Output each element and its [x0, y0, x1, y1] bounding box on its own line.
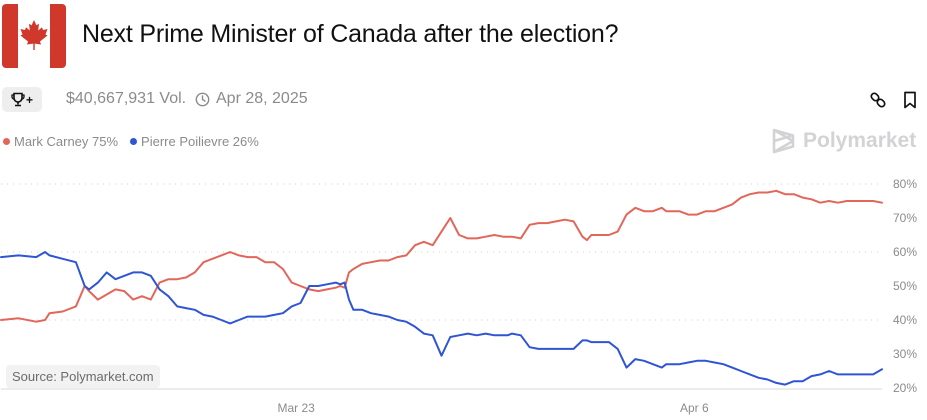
trophy-icon	[11, 92, 25, 107]
end-date-label: Apr 28, 2025	[216, 90, 308, 107]
legend-item-carney: Mark Carney 75%	[3, 134, 118, 149]
polymarket-brand: Polymarket	[772, 128, 916, 154]
flag-right-bar	[50, 4, 66, 68]
legend-dot-poilievre	[130, 138, 138, 145]
source-label: Source: Polymarket.com	[6, 365, 160, 388]
copy-link-button[interactable]	[867, 89, 889, 111]
bookmark-icon	[904, 91, 916, 109]
clock-icon	[195, 92, 210, 106]
bookmark-button[interactable]	[899, 89, 921, 111]
line-chart: 20% 30% 40% 50% 60% 70% 80% Mar 23 Apr 6	[0, 177, 917, 415]
legend-dot-carney	[3, 138, 10, 145]
series-lines	[0, 189, 883, 386]
series-line-pierre-poilievre	[0, 251, 883, 386]
gridlines	[1, 183, 882, 390]
link-icon	[870, 92, 886, 108]
y-tick-label: 20%	[893, 381, 917, 395]
brand-name: Polymarket	[803, 129, 917, 152]
y-tick-label: 70%	[893, 211, 917, 225]
maple-leaf-icon	[20, 20, 48, 50]
x-tick-label: Apr 6	[680, 401, 709, 415]
x-tick-label: Mar 23	[277, 401, 315, 415]
y-tick-label: 50%	[893, 279, 917, 293]
polymarket-logo-icon	[772, 128, 795, 154]
y-tick-label: 80%	[893, 177, 917, 191]
plus-icon: +	[25, 92, 33, 107]
canada-flag-icon	[2, 4, 66, 68]
legend-label-carney: Mark Carney 75%	[14, 134, 119, 149]
trophy-plus-button[interactable]: +	[2, 87, 42, 112]
end-date: Apr 28, 2025	[195, 90, 308, 108]
legend-label-poilievre: Pierre Poilievre 26%	[141, 134, 259, 149]
flag-center	[18, 4, 50, 68]
series-line-mark-carney	[0, 189, 883, 323]
y-tick-label: 40%	[893, 313, 917, 327]
y-axis-ticks: 20% 30% 40% 50% 60% 70% 80%	[893, 177, 917, 395]
chart-legend: Mark Carney 75% Pierre Poilievre 26%	[3, 134, 259, 149]
volume-label: $40,667,931 Vol.	[66, 90, 187, 107]
page-title: Next Prime Minister of Canada after the …	[82, 20, 619, 48]
y-tick-label: 60%	[893, 245, 917, 259]
legend-item-poilievre: Pierre Poilievre 26%	[130, 134, 259, 149]
flag-left-bar	[2, 4, 18, 68]
x-axis-ticks: Mar 23 Apr 6	[277, 401, 709, 415]
y-tick-label: 30%	[893, 347, 917, 361]
